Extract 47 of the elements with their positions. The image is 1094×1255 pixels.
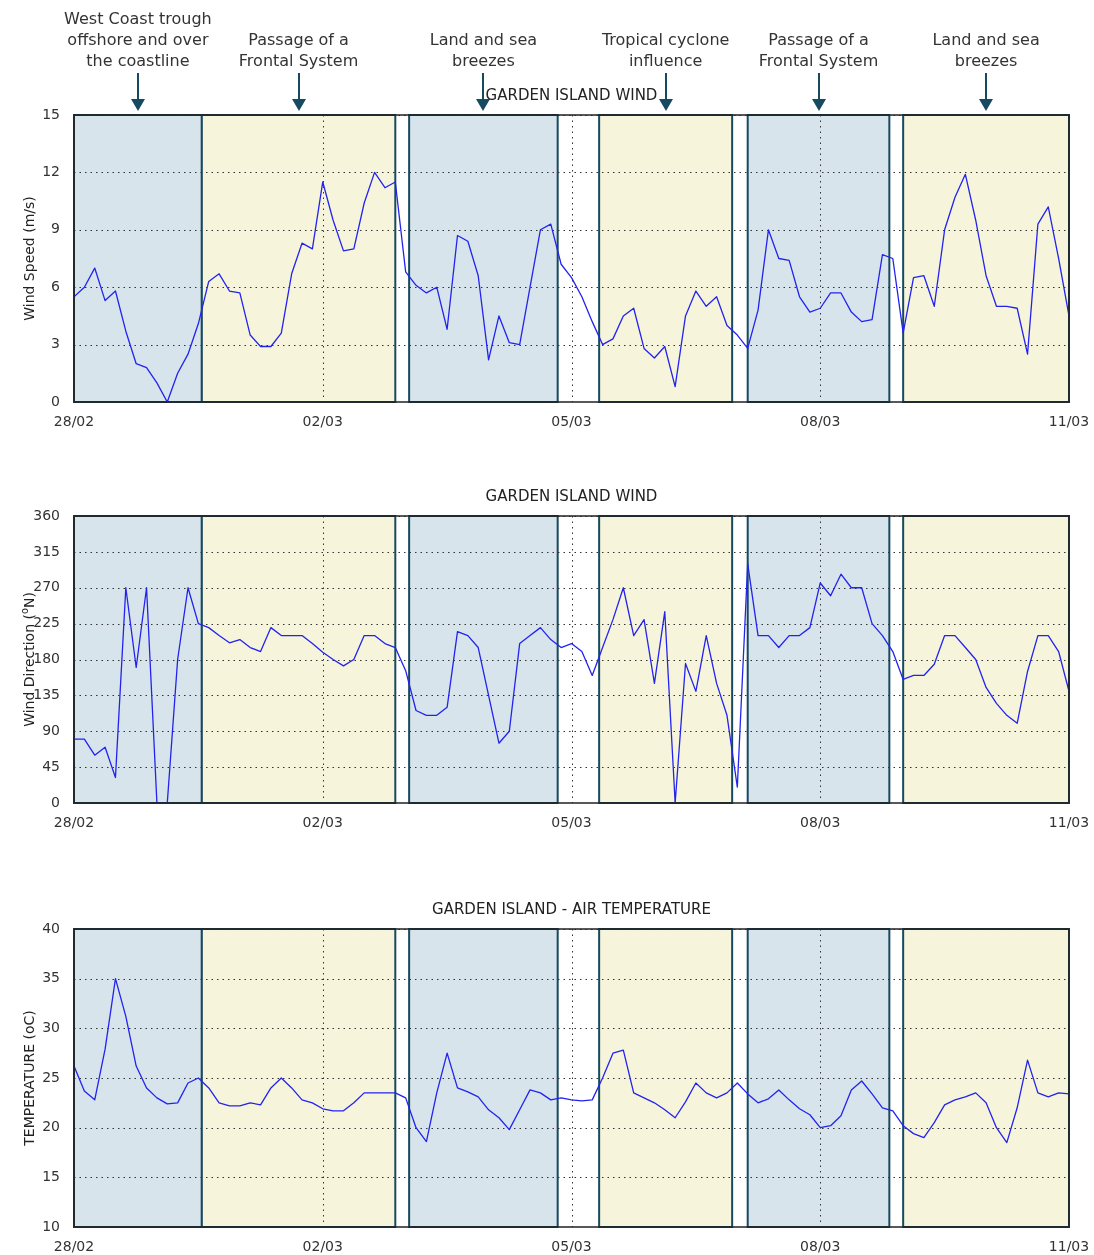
x-tick-label: 02/03	[302, 413, 343, 430]
y-axis-title: TEMPERATURE (oC)	[20, 1010, 37, 1147]
chart-title: GARDEN ISLAND WIND	[485, 86, 658, 104]
band-label: West Coast trough offshore and over the coastline	[64, 9, 212, 70]
x-tick-label: 08/03	[800, 1238, 841, 1255]
y-tick-label: 0	[51, 392, 60, 409]
x-tick-label: 11/03	[1048, 1238, 1090, 1255]
x-tick-label: 28/02	[53, 413, 95, 430]
x-tick-label: 11/03	[1048, 413, 1090, 430]
y-tick-label: 0	[51, 793, 60, 810]
x-tick-label: 05/03	[551, 814, 592, 831]
y-tick-label: 25	[42, 1068, 60, 1085]
y-tick-label: 9	[51, 220, 60, 237]
y-tick-label: 30	[42, 1018, 60, 1035]
x-tick-label: 08/03	[800, 814, 841, 831]
y-tick-label: 40	[42, 919, 60, 936]
chart-title: GARDEN ISLAND WIND	[485, 487, 658, 505]
y-tick-label: 270	[33, 578, 60, 595]
y-tick-label: 3	[51, 335, 60, 352]
y-tick-label: 6	[51, 277, 61, 294]
y-tick-label: 10	[42, 1217, 60, 1234]
x-tick-label: 05/03	[551, 1238, 592, 1255]
x-tick-label: 02/03	[302, 1238, 343, 1255]
x-tick-label: 28/02	[53, 1238, 95, 1255]
y-tick-label: 90	[42, 721, 60, 738]
y-tick-label: 15	[42, 1167, 60, 1184]
y-tick-label: 135	[33, 686, 60, 703]
band-label: Tropical cyclone influence	[600, 30, 730, 70]
band-label: Passage of a Frontal System	[758, 30, 879, 70]
x-tick-label: 05/03	[551, 413, 592, 430]
y-tick-label: 12	[42, 163, 60, 180]
band-label: Land and sea breezes	[932, 30, 1040, 70]
y-tick-label: 20	[42, 1118, 60, 1135]
band-label: Land and sea breezes	[429, 30, 538, 70]
chart-title: GARDEN ISLAND - AIR TEMPERATURE	[432, 900, 711, 918]
y-tick-label: 315	[33, 542, 60, 559]
y-tick-label: 35	[42, 969, 60, 986]
x-tick-label: 11/03	[1048, 814, 1090, 831]
x-tick-label: 28/02	[53, 814, 95, 831]
y-tick-label: 180	[33, 650, 60, 667]
x-tick-label: 02/03	[302, 814, 343, 831]
y-tick-label: 15	[42, 105, 60, 122]
x-tick-label: 08/03	[800, 413, 841, 430]
y-axis-title: Wind Speed (m/s)	[20, 196, 37, 321]
band-label: Passage of a Frontal System	[238, 30, 359, 70]
y-tick-label: 360	[33, 506, 60, 523]
y-tick-label: 45	[42, 757, 60, 774]
